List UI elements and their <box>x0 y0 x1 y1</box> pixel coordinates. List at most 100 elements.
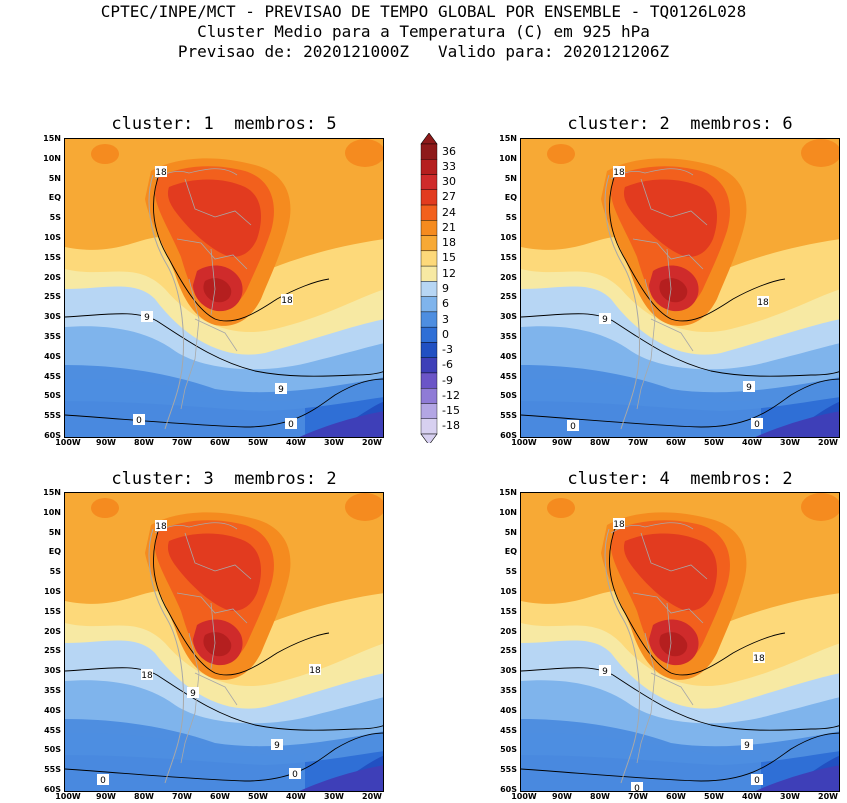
lat-tick-label: 60S <box>500 431 517 440</box>
lon-tick-label: 30W <box>324 438 344 447</box>
lat-tick-label: 40S <box>500 351 517 361</box>
lat-tick-label: 60S <box>44 431 61 440</box>
svg-text:18: 18 <box>281 296 293 306</box>
lat-tick-label: 15S <box>500 252 517 262</box>
colorbar-tick-label: 36 <box>442 144 456 158</box>
contour-label: 9 <box>187 687 199 699</box>
colorbar-tick-label: -3 <box>442 343 453 357</box>
lat-tick-label: 15S <box>44 606 61 616</box>
lat-tick-label: 10N <box>43 507 61 517</box>
lon-tick-label: 90W <box>96 792 116 801</box>
map-svg-4: 18 18 9 9 0 0 <box>521 493 839 792</box>
lon-tick-label: 20W <box>362 792 382 801</box>
colorbar-tick-label: 6 <box>442 297 449 311</box>
lon-tick-label: 30W <box>324 792 344 801</box>
svg-text:18: 18 <box>757 298 769 308</box>
lon-tick-label: 70W <box>172 792 192 801</box>
contour-label: 0 <box>97 774 109 786</box>
lon-tick-label: 60W <box>666 438 686 447</box>
lat-tick-label: 30S <box>44 312 61 322</box>
map-svg-3: 18 18 18 9 9 0 0 <box>65 493 383 791</box>
lat-tick-label: 5N <box>48 173 61 183</box>
colorbar-tick-label: 27 <box>442 190 456 204</box>
lat-tick-label: 5S <box>505 567 517 577</box>
svg-text:0: 0 <box>754 420 760 430</box>
lat-tick-label: 25S <box>44 646 61 656</box>
lat-tick-label: 40S <box>44 351 61 361</box>
lat-tick-label: 10S <box>44 233 61 242</box>
contour-label: 0 <box>567 420 579 432</box>
lat-tick-label: 35S <box>44 686 61 695</box>
colorbar-tick-label: -15 <box>442 404 460 418</box>
lon-tick-label: 80W <box>134 438 154 447</box>
panel-2-title: cluster: 2 membros: 6 <box>567 114 793 134</box>
contour-label: 9 <box>741 739 753 751</box>
lon-tick-label: 60W <box>210 438 230 447</box>
svg-text:18: 18 <box>613 520 625 530</box>
lat-tick-label: 55S <box>44 765 61 775</box>
lat-tick-label: 5S <box>49 213 61 223</box>
lat-tick-label: 25S <box>500 646 517 656</box>
lat-tick-label: 30S <box>44 666 61 676</box>
colorbar-swatch <box>420 403 438 419</box>
contour-label: 0 <box>751 774 763 786</box>
lat-tick-label: 5N <box>48 527 61 537</box>
colorbar-swatch <box>420 220 438 236</box>
colorbar-swatch <box>420 235 438 252</box>
colorbar-bottom-arrow <box>420 433 438 443</box>
colorbar-swatch <box>420 357 438 374</box>
colorbar-swatch <box>420 204 438 221</box>
lat-tick-label: 30S <box>500 312 517 322</box>
lat-tick-label: EQ <box>48 193 61 203</box>
lat-tick-label: EQ <box>504 547 517 557</box>
svg-text:9: 9 <box>190 689 196 699</box>
lon-tick-label: 40W <box>286 438 306 447</box>
lat-tick-label: 45S <box>500 725 517 735</box>
lat-tick-label: 20S <box>44 626 61 636</box>
lon-tick-label: 30W <box>780 438 800 447</box>
svg-text:9: 9 <box>278 385 284 395</box>
colorbar-tick-label: -18 <box>442 419 460 433</box>
lat-tick-label: 5N <box>504 173 517 183</box>
svg-text:0: 0 <box>288 420 294 430</box>
lon-tick-label: 40W <box>286 792 306 801</box>
contour-label: 9 <box>141 311 153 323</box>
panel-3-title: cluster: 3 membros: 2 <box>111 469 337 489</box>
header-line-1: CPTEC/INPE/MCT - PREVISAO DE TEMPO GLOBA… <box>100 2 747 21</box>
colorbar-tick-label: -6 <box>442 358 453 372</box>
lat-tick-label: 15S <box>44 252 61 262</box>
lat-tick-label: 60S <box>500 785 517 794</box>
panel-1-title: cluster: 1 membros: 5 <box>111 114 337 134</box>
colorbar-swatch <box>420 143 438 160</box>
lat-tick-label: 45S <box>44 371 61 381</box>
lat-tick-label: 45S <box>44 725 61 735</box>
lat-tick-label: 5S <box>505 213 517 223</box>
colorbar-top-arrow <box>420 133 438 145</box>
colorbar-swatch <box>420 296 438 313</box>
lon-tick-label: 100W <box>55 438 81 447</box>
svg-text:18: 18 <box>155 168 167 178</box>
svg-text:0: 0 <box>634 784 640 792</box>
contour-label: 0 <box>631 782 643 792</box>
contour-label: 18 <box>155 166 167 178</box>
lon-tick-label: 70W <box>628 792 648 801</box>
colorbar-swatch <box>420 372 438 389</box>
contour-label: 9 <box>599 313 611 325</box>
svg-text:0: 0 <box>136 416 142 426</box>
contour-label: 9 <box>743 381 755 393</box>
lon-tick-label: 90W <box>552 792 572 801</box>
map-svg-2: 18 18 9 9 0 0 <box>521 139 839 437</box>
lat-tick-label: 15N <box>499 488 517 497</box>
svg-text:9: 9 <box>744 741 750 751</box>
colorbar-swatch <box>420 418 438 435</box>
lat-tick-label: EQ <box>504 193 517 203</box>
header-line-3: Previsao de: 2020121000Z Valido para: 20… <box>177 42 670 61</box>
lat-tick-label: 10S <box>44 587 61 596</box>
colorbar-swatch <box>420 189 438 206</box>
lat-tick-label: 50S <box>500 391 517 401</box>
lon-tick-label: 90W <box>96 438 116 447</box>
lon-tick-label: 20W <box>818 792 838 801</box>
lon-tick-label: 100W <box>55 792 81 801</box>
lat-tick-label: 50S <box>44 745 61 755</box>
colorbar-tick-label: 15 <box>442 251 456 265</box>
